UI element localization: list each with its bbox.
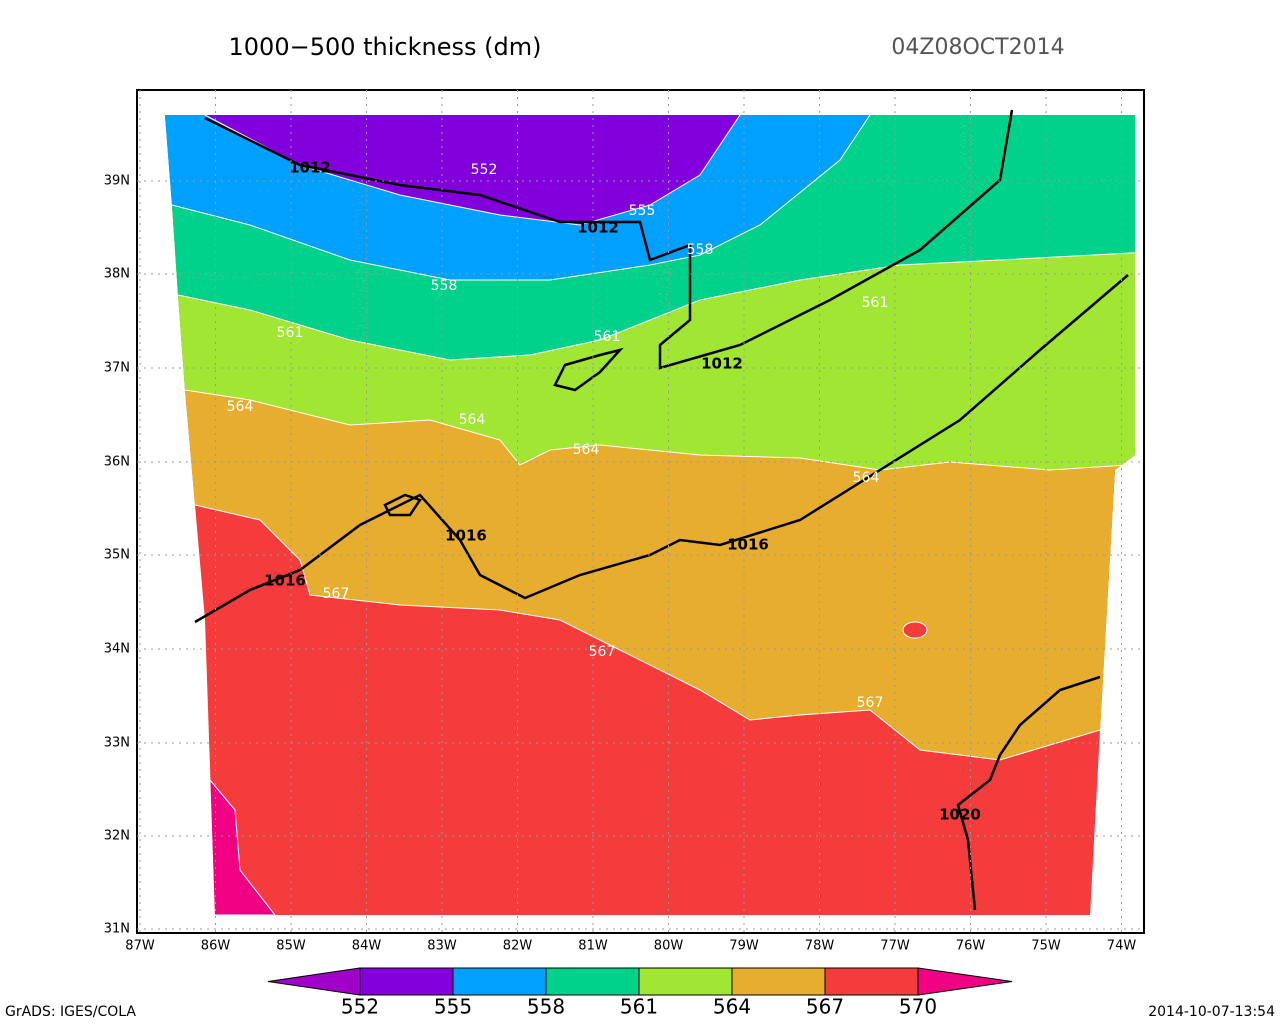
thickness-label: 564 [227,399,254,415]
thickness-label: 561 [862,295,889,311]
band [902,621,928,639]
colorbar-cell [917,967,1013,996]
footer-right: 2014-10-07-13:54 [1148,1004,1275,1020]
valid-time: 04Z08OCT2014 [891,35,1064,60]
lon-label: 78W [805,939,835,954]
thickness-label: 558 [687,242,714,258]
colorbar-label: 552 [341,995,379,1019]
lon-label: 77W [880,939,910,954]
lat-label: 37N [104,361,130,376]
lon-label: 87W [125,939,155,954]
lat-label: 31N [104,922,130,937]
band [204,115,741,226]
pressure-label: 1020 [939,806,981,824]
pressure-label: 1012 [701,355,743,373]
contour-1016 [194,274,1129,624]
lat-label: 38N [104,267,130,282]
colorbar-label: 567 [806,995,844,1019]
thickness-label: 567 [857,695,884,711]
footer-left: GrADS: IGES/COLA [5,1004,136,1020]
colorbar: 552 555 558 561 564 567 570 [267,967,1013,1019]
lat-label: 35N [104,548,130,563]
colorbar-label: 561 [620,995,658,1019]
lat-label: 34N [104,642,130,657]
lat-label: 36N [104,455,130,470]
colorbar-label: 555 [434,995,472,1019]
map-frame [136,89,1145,934]
colorbar-cell [452,967,547,996]
lon-label: 85W [276,939,306,954]
lon-label: 83W [427,939,457,954]
lon-label: 75W [1031,939,1061,954]
thickness-label: 561 [277,325,304,341]
pressure-label: 1016 [445,527,487,545]
lon-label: 79W [729,939,759,954]
lon-label: 82W [503,939,533,954]
contour-1020 [956,675,1101,911]
lon-label: 74W [1107,939,1137,954]
thickness-label: 564 [459,412,486,428]
lat-label: 33N [104,736,130,751]
colorbar-cell [824,967,919,996]
colorbar-cell [731,967,826,996]
thickness-label: 555 [629,203,656,219]
thickness-label: 567 [589,644,616,660]
colorbar-label: 570 [899,995,937,1019]
lon-label: 76W [956,939,986,954]
pressure-contours [194,109,1129,911]
pressure-label: 1016 [264,572,306,590]
colorbar-label: 558 [527,995,565,1019]
pressure-label: 1012 [289,159,331,177]
thickness-label: 561 [594,329,621,345]
pressure-label: 1016 [727,536,769,554]
thickness-label: 567 [323,586,350,602]
thickness-label: 564 [573,442,600,458]
contour-1016-loop [383,493,422,517]
contour-1012 [204,109,1014,370]
lon-label: 80W [654,939,684,954]
contour-1012-loop [553,347,624,392]
lon-label: 81W [578,939,608,954]
title: 1000−500 thickness (dm) [229,33,542,61]
thickness-label: 564 [853,470,880,486]
colorbar-cell [359,967,454,996]
lat-label: 39N [104,174,130,189]
colorbar-label: 564 [713,995,751,1019]
pressure-label: 1012 [577,219,619,237]
colorbar-cell [545,967,640,996]
thickness-label: 552 [471,162,498,178]
lon-label: 86W [201,939,231,954]
colorbar-cell [267,967,361,996]
lon-label: 84W [352,939,382,954]
lat-label: 32N [104,829,130,844]
colorbar-cell [638,967,733,996]
thickness-label: 558 [431,278,458,294]
